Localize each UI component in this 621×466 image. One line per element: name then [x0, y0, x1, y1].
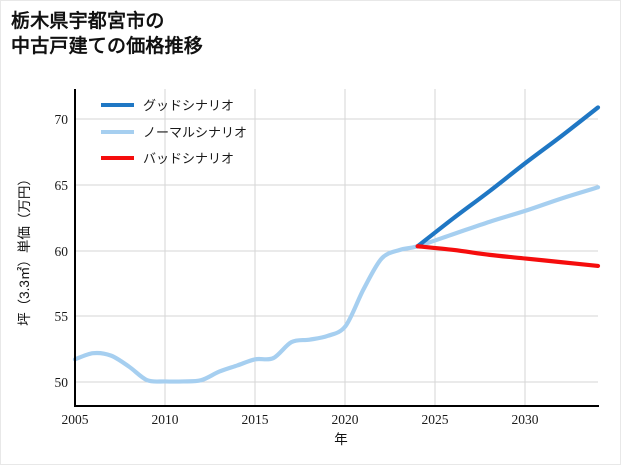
horizontal-gridlines — [75, 118, 598, 383]
legend-label-normal: ノーマルシナリオ — [143, 125, 247, 140]
y-tick-label: 65 — [55, 178, 69, 193]
legend-label-bad: バッドシナリオ — [143, 151, 234, 166]
y-axis-tick-labels: 70 65 60 55 50 — [55, 112, 69, 390]
x-tick-label: 2020 — [332, 412, 359, 427]
x-axis-tick-labels: 2005 2010 2015 2020 2025 2030 — [62, 412, 539, 427]
x-axis-title: 年 — [334, 432, 348, 447]
y-tick-label: 60 — [55, 244, 69, 259]
data-series-group — [72, 105, 601, 384]
chart-legend: グッドシナリオ ノーマルシナリオ バッドシナリオ — [101, 98, 247, 166]
x-tick-label: 2005 — [62, 412, 89, 427]
series-line-good — [415, 105, 601, 249]
legend-label-good: グッドシナリオ — [143, 98, 234, 113]
x-tick-label: 2030 — [512, 412, 539, 427]
chart-title: 栃木県宇都宮市の 中古戸建ての価格推移 — [11, 11, 204, 58]
x-tick-label: 2025 — [422, 412, 449, 427]
y-axis-title: 坪（3.3㎡）単価（万円） — [17, 172, 32, 326]
y-tick-label: 55 — [55, 309, 69, 324]
series-line-bad — [415, 244, 601, 269]
x-tick-label: 2015 — [242, 412, 269, 427]
x-tick-label: 2010 — [152, 412, 179, 427]
y-tick-label: 70 — [55, 112, 69, 127]
series-line-normal — [72, 185, 601, 384]
y-tick-label: 50 — [55, 375, 69, 390]
